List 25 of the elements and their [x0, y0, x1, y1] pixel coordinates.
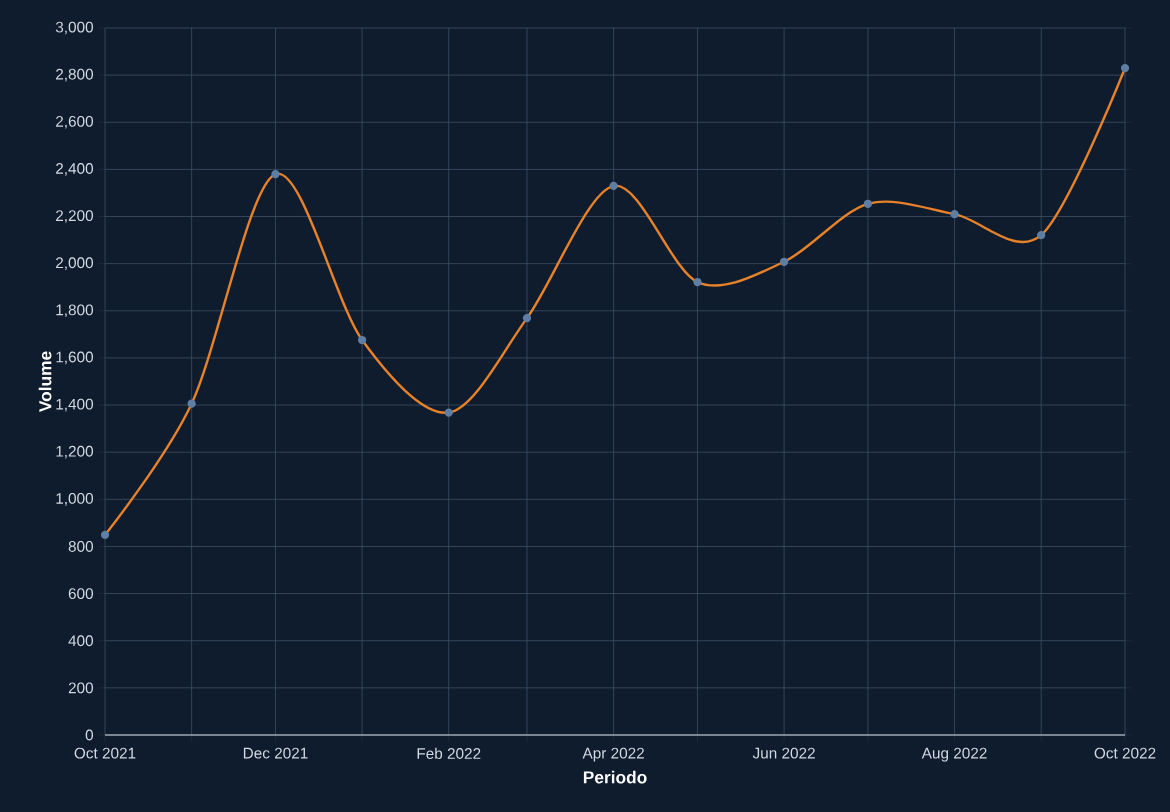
y-tick-label: 600 [68, 588, 94, 600]
x-tick-label: Jun 2022 [752, 747, 815, 759]
y-tick-label: 1,200 [56, 445, 94, 459]
y-tick-label: 2,800 [56, 68, 94, 82]
x-axis-title: Periodo [583, 770, 647, 784]
y-tick-label: 800 [68, 541, 94, 552]
y-tick-label: 1,400 [56, 398, 94, 412]
y-tick-label: 200 [68, 682, 94, 694]
x-tick-label: Oct 2021 [74, 747, 136, 759]
y-tick-label: 1,800 [56, 304, 94, 318]
y-tick-label: 2,000 [56, 257, 94, 270]
x-tick-label: Apr 2022 [582, 747, 644, 762]
x-tick-label: Feb 2022 [417, 747, 481, 759]
y-tick-label: 3,000 [55, 21, 94, 35]
y-tick-label: 2,600 [56, 115, 94, 129]
y-tick-label: 400 [68, 635, 94, 647]
y-axis-title: Volume [38, 351, 52, 413]
x-tick-label: Dec 2021 [243, 747, 308, 759]
x-tick-label: Oct 2022 [1094, 747, 1156, 759]
y-tick-label: 2,200 [56, 210, 94, 223]
y-tick-label: 0 [85, 729, 94, 741]
y-tick-label: 1,000 [56, 492, 94, 506]
y-tick-label: 2,400 [56, 163, 94, 176]
x-tick-label: Aug 2022 [921, 747, 987, 762]
y-tick-label: 1,600 [56, 351, 94, 365]
